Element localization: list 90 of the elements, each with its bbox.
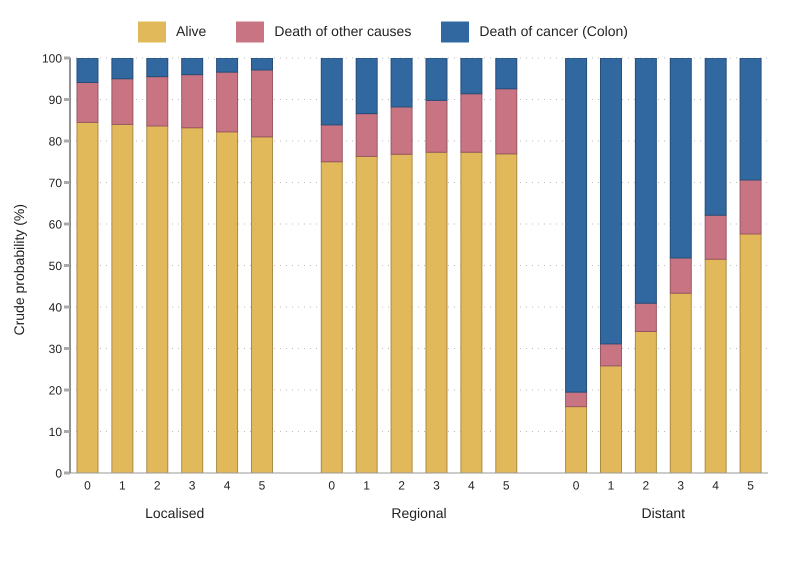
y-tick-label: 60: [48, 217, 62, 232]
bar: [76, 58, 98, 83]
x-tick-label: 5: [502, 478, 510, 493]
text: Distant: [640, 505, 686, 521]
bar: [181, 127, 204, 473]
y-tick-label: 40: [48, 300, 62, 314]
bar: [320, 124, 343, 162]
bar: [111, 78, 134, 125]
bar: [250, 58, 273, 71]
bar: [181, 58, 204, 76]
bar: [356, 58, 378, 114]
bar: [634, 58, 657, 304]
bar: [634, 330, 657, 473]
bar: [425, 152, 448, 473]
x-tick-label: 3: [677, 478, 684, 493]
bar: [320, 58, 343, 126]
bar: [250, 70, 273, 138]
x-tick-label: 2: [154, 478, 161, 493]
y-tick-label: 10: [48, 424, 62, 439]
bar: [495, 153, 518, 473]
bar: [495, 88, 518, 154]
bar: [634, 302, 657, 332]
bar: [146, 58, 168, 78]
bar: [740, 58, 762, 181]
bar: [670, 292, 692, 473]
text: Regional: [390, 505, 448, 521]
bar: [146, 126, 168, 473]
legend-label: Alive: [176, 22, 206, 39]
x-tick-label: 1: [119, 478, 126, 493]
bar: [425, 58, 448, 101]
x-tick-label: 5: [258, 478, 266, 493]
bar: [704, 58, 727, 216]
bar: [600, 365, 622, 473]
bar: [740, 233, 762, 473]
bar: [216, 72, 238, 132]
y-tick-label: 50: [48, 258, 62, 273]
x-tick-label: 4: [712, 478, 720, 493]
bar: [460, 93, 482, 153]
bar: [111, 124, 134, 473]
y-tick-label: 100: [42, 51, 62, 66]
bar: [390, 106, 413, 155]
x-tick-label: 3: [188, 478, 196, 493]
bar: [320, 161, 343, 473]
y-tick-label: 20: [48, 383, 62, 398]
y-tick-label: 80: [48, 134, 62, 148]
bar: [565, 392, 588, 408]
bar: [216, 58, 238, 73]
legend-label: Death of cancer (Colon): [479, 22, 628, 39]
x-tick-label: 1: [363, 478, 370, 493]
bar: [670, 258, 692, 294]
bar: [460, 58, 482, 94]
bar: [495, 58, 518, 90]
bar: [600, 58, 622, 344]
x-tick-label: 0: [572, 478, 580, 493]
bar: [704, 214, 727, 260]
x-tick-label: 0: [84, 478, 92, 493]
bar: [390, 58, 413, 108]
x-tick-label: 2: [642, 478, 650, 493]
y-tick-label: 30: [48, 342, 62, 356]
y-tick-label: 70: [48, 176, 62, 190]
bar: [356, 113, 378, 157]
x-tick-label: 4: [224, 478, 231, 493]
x-tick-label: 2: [398, 478, 406, 493]
x-tick-label: 3: [433, 478, 440, 493]
legend-label: Death of other causes: [274, 22, 412, 39]
bar: [390, 154, 413, 473]
y-axis-title: Crude probability (%): [10, 204, 27, 336]
bar: [146, 76, 168, 127]
bar: [670, 58, 692, 259]
bar: [740, 180, 762, 234]
bar: [76, 122, 98, 473]
y-tick-label: 0: [55, 466, 62, 480]
bar: [425, 100, 448, 153]
y-tick-label: 90: [48, 92, 62, 107]
bar: [460, 152, 482, 473]
bar: [181, 74, 204, 128]
bar: [565, 406, 588, 473]
x-tick-label: 1: [608, 478, 615, 493]
x-tick-label: 0: [328, 478, 336, 493]
x-tick-label: 5: [747, 478, 754, 493]
text: Localised: [144, 505, 206, 521]
bar: [600, 343, 622, 366]
bar: [216, 131, 238, 473]
bar: [565, 58, 588, 393]
bar: [250, 136, 273, 473]
bar: [704, 258, 727, 473]
bar: [111, 58, 134, 80]
bar: [356, 156, 378, 473]
bar: [76, 82, 98, 123]
x-tick-label: 4: [468, 478, 476, 493]
